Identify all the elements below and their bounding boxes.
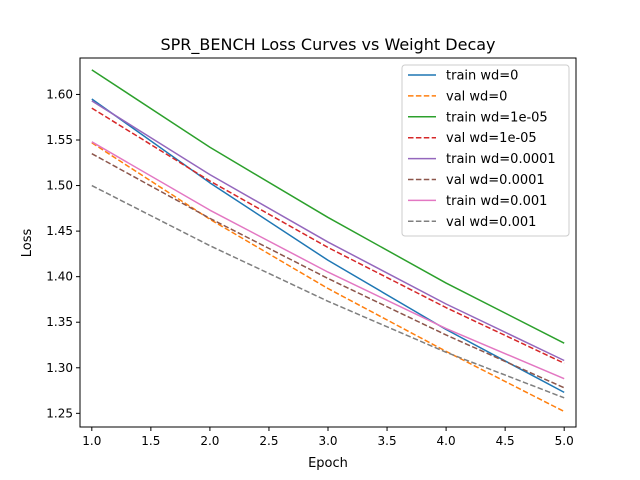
- legend-label: val wd=0.0001: [446, 173, 545, 188]
- x-axis: 1.0 1.5 2.0 2.5 3.0 3.5 4.0 4.5 5.0: [82, 427, 574, 448]
- x-tick-label: 2.5: [259, 434, 278, 448]
- x-tick-label: 1.5: [141, 434, 160, 448]
- series-line-train-wd-1e-05: [91, 69, 565, 344]
- y-tick-label: 1.45: [46, 224, 73, 238]
- x-axis-label: Epoch: [308, 456, 348, 471]
- legend-label: train wd=0: [446, 69, 518, 84]
- x-tick-label: 3.5: [378, 434, 397, 448]
- x-tick-label: 3.0: [318, 434, 337, 448]
- series-line-train-wd-0-001: [91, 141, 565, 380]
- series-line-train-wd-0-0001: [91, 100, 565, 362]
- y-tick-label: 1.60: [46, 87, 73, 101]
- series-line-val-wd-0: [91, 142, 565, 413]
- series-lines: [91, 69, 565, 413]
- chart-title: SPR_BENCH Loss Curves vs Weight Decay: [160, 35, 495, 55]
- x-tick-label: 5.0: [555, 434, 574, 448]
- x-tick-label: 2.0: [200, 434, 219, 448]
- x-tick-label: 1.0: [82, 434, 101, 448]
- legend-label: train wd=1e-05: [446, 110, 548, 125]
- y-tick-label: 1.25: [46, 406, 73, 420]
- y-tick-label: 1.50: [46, 179, 73, 193]
- legend-label: val wd=0.001: [446, 215, 536, 230]
- series-line-val-wd-1e-05: [91, 107, 565, 364]
- x-tick-label: 4.5: [496, 434, 515, 448]
- legend-box: [401, 64, 570, 237]
- y-tick-label: 1.30: [46, 361, 73, 375]
- legend: train wd=0 val wd=0 train wd=1e-05 val wd=1…: [401, 64, 570, 237]
- legend-label: train wd=0.001: [446, 194, 547, 209]
- legend-label: val wd=1e-05: [446, 131, 537, 146]
- y-tick-label: 1.55: [46, 133, 73, 147]
- legend-label: train wd=0.0001: [446, 152, 556, 167]
- y-tick-label: 1.35: [46, 315, 73, 329]
- y-tick-label: 1.40: [46, 270, 73, 284]
- y-axis: 1.25 1.30 1.35 1.40 1.45 1.50 1.55 1.60: [46, 87, 80, 420]
- series-line-train-wd-0: [91, 98, 565, 394]
- y-axis-label: Loss: [20, 229, 35, 258]
- series-line-val-wd-0-0001: [91, 153, 565, 389]
- legend-label: val wd=0: [446, 89, 507, 104]
- x-tick-label: 4.0: [437, 434, 456, 448]
- series-line-val-wd-0-001: [91, 184, 565, 399]
